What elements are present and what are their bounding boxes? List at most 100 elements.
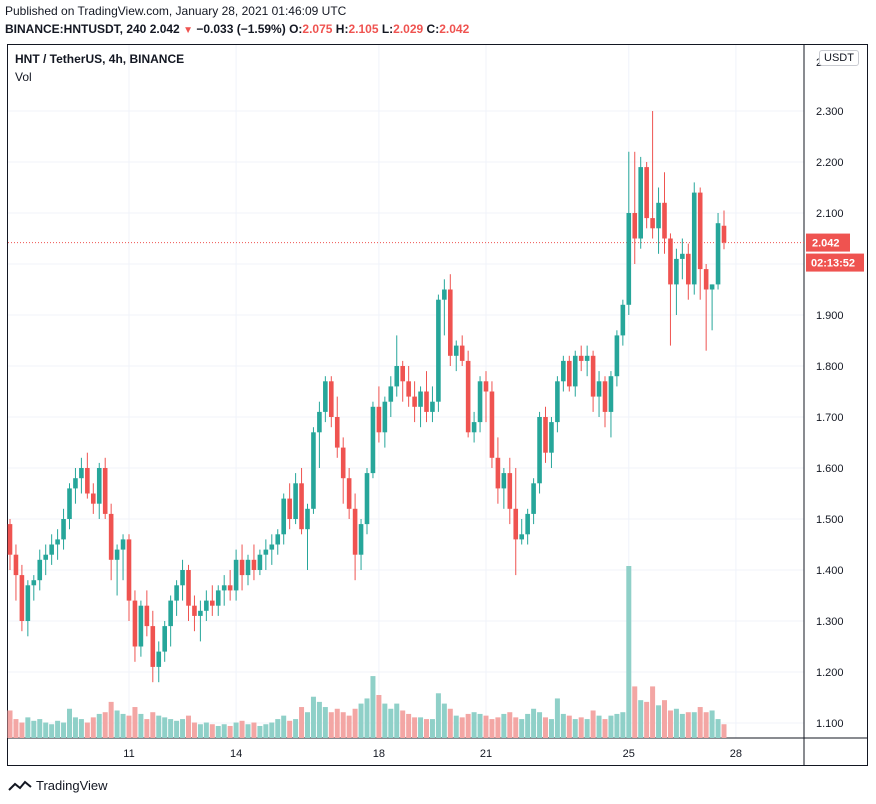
volume-bar bbox=[90, 717, 96, 738]
candle-body bbox=[311, 432, 316, 509]
change-value: 2.042 bbox=[149, 22, 180, 36]
candle-body bbox=[37, 559, 43, 581]
volume-bar bbox=[78, 719, 84, 738]
volume-bar bbox=[513, 717, 519, 738]
volume-bar bbox=[55, 720, 61, 738]
volume-bar bbox=[388, 708, 394, 738]
candle-body bbox=[388, 386, 394, 402]
y-tick-label: 1.500 bbox=[816, 514, 844, 526]
candle-body bbox=[453, 345, 459, 356]
volume-bar bbox=[245, 724, 251, 738]
candle-body bbox=[108, 513, 114, 560]
candle-body bbox=[436, 299, 441, 402]
currency-button[interactable]: USDT bbox=[819, 50, 859, 66]
candle-body bbox=[85, 468, 90, 494]
candle-body bbox=[192, 605, 197, 616]
candle-body bbox=[495, 457, 501, 489]
volume-bar bbox=[673, 708, 679, 738]
candle-body bbox=[602, 381, 608, 412]
volume-bar bbox=[209, 724, 215, 738]
volume-bar bbox=[572, 719, 578, 738]
candle-body bbox=[287, 498, 292, 519]
candle-body bbox=[245, 559, 251, 576]
volume-bar bbox=[162, 717, 168, 738]
down-arrow-icon: ▼ bbox=[183, 25, 193, 36]
volume-bar bbox=[340, 712, 346, 738]
volume-bar bbox=[299, 707, 305, 738]
candle-body bbox=[680, 253, 685, 259]
volume-bar bbox=[114, 710, 120, 738]
volume-bar bbox=[519, 719, 525, 738]
close-label: C: bbox=[426, 22, 440, 36]
candle-body bbox=[519, 534, 524, 540]
candle-body bbox=[656, 202, 661, 229]
candle-body bbox=[138, 605, 144, 647]
candle-body bbox=[412, 396, 417, 407]
volume-bar bbox=[715, 719, 721, 738]
candle-body bbox=[162, 626, 167, 652]
volume-bar bbox=[126, 715, 132, 738]
volume-bar bbox=[310, 696, 316, 738]
volume-bar bbox=[709, 710, 715, 738]
candle-body bbox=[263, 549, 269, 555]
volume-bar bbox=[537, 712, 543, 738]
candle-body bbox=[691, 192, 697, 285]
volume-bar bbox=[608, 715, 614, 738]
volume-bar bbox=[257, 725, 263, 738]
volume-bar bbox=[548, 719, 554, 738]
volume-bar bbox=[376, 695, 382, 738]
candle-body bbox=[561, 360, 566, 382]
y-tick-label: 1.200 bbox=[816, 667, 844, 679]
candle-body bbox=[31, 580, 37, 586]
candle-body bbox=[156, 651, 162, 667]
y-tick-label: 1.100 bbox=[816, 718, 844, 730]
candle-body bbox=[537, 417, 542, 484]
candle-body bbox=[168, 600, 173, 627]
candle-body bbox=[186, 570, 191, 606]
volume-bar bbox=[632, 686, 638, 738]
candle-body bbox=[7, 524, 13, 555]
candle-body bbox=[697, 192, 703, 270]
volume-bar bbox=[96, 713, 102, 738]
y-tick-label: 1.600 bbox=[816, 463, 844, 475]
candle-body bbox=[61, 519, 66, 540]
open-value: 2.075 bbox=[302, 22, 333, 36]
candle-body bbox=[293, 483, 298, 519]
y-tick-label: 1.800 bbox=[816, 361, 844, 373]
volume-bar bbox=[186, 715, 191, 738]
candle-body bbox=[323, 381, 328, 412]
candle-body bbox=[549, 422, 554, 453]
x-tick-label: 11 bbox=[123, 748, 134, 760]
volume-bar bbox=[501, 713, 507, 738]
candle-body bbox=[144, 605, 150, 627]
volume-bar bbox=[483, 715, 489, 738]
candle-body bbox=[543, 417, 548, 453]
tradingview-brand[interactable]: TradingView bbox=[8, 778, 108, 793]
candle-body bbox=[715, 223, 721, 285]
candle-body bbox=[674, 258, 679, 285]
volume-bar bbox=[72, 717, 78, 738]
candle-body bbox=[329, 381, 334, 417]
volume-bar bbox=[596, 715, 602, 738]
volume-bar bbox=[685, 712, 691, 738]
candle-body bbox=[96, 468, 102, 504]
volume-bar bbox=[102, 712, 108, 738]
candle-body bbox=[471, 422, 477, 433]
volume-bar bbox=[281, 715, 287, 738]
volume-bar bbox=[578, 717, 584, 738]
countdown-badge bbox=[806, 253, 864, 272]
candle-body bbox=[632, 213, 638, 239]
candle-body bbox=[555, 381, 560, 423]
close-value: 2.042 bbox=[439, 22, 470, 36]
candle-body bbox=[227, 585, 233, 591]
x-tick-label: 14 bbox=[230, 748, 242, 760]
volume-bar bbox=[447, 708, 453, 738]
volume-bar bbox=[382, 703, 388, 738]
volume-bar bbox=[61, 722, 67, 738]
candle-body bbox=[703, 269, 709, 290]
candle-body bbox=[477, 381, 483, 423]
volume-bar bbox=[191, 722, 197, 738]
candle-body bbox=[67, 488, 72, 519]
candle-body bbox=[525, 513, 530, 535]
